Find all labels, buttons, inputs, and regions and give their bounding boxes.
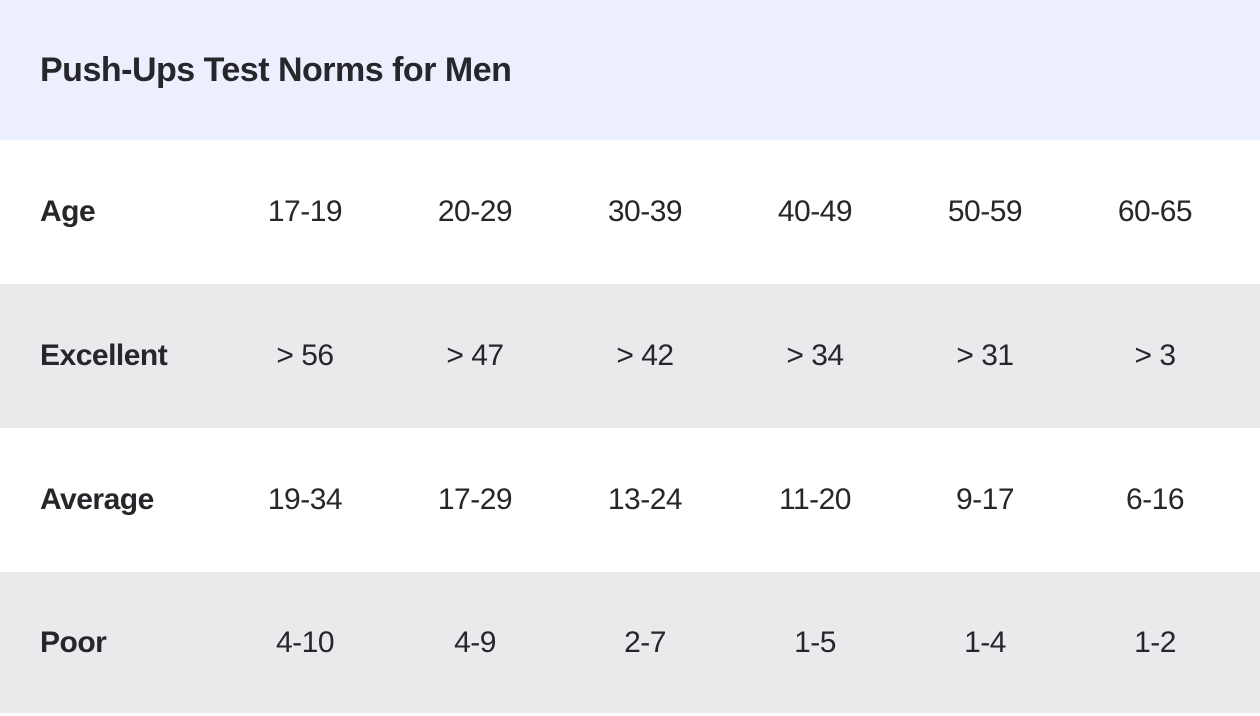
- value-cell: > 42: [616, 339, 674, 372]
- value-cell: > 47: [446, 339, 504, 372]
- value-cell: 2-7: [624, 625, 666, 659]
- row-label-poor: Poor: [40, 625, 107, 659]
- age-group-cell: 60-65: [1117, 195, 1193, 228]
- age-group-cell: 40-49: [777, 195, 853, 228]
- row-label-excellent: Excellent: [40, 339, 168, 372]
- value-cell: > 3: [1134, 339, 1176, 372]
- value-cell: 4-10: [275, 625, 335, 659]
- age-group-cell: 17-19: [267, 195, 343, 228]
- age-group-cell: 30-39: [607, 195, 683, 228]
- value-cell: > 56: [276, 339, 334, 372]
- age-group-cell: 50-59: [947, 195, 1023, 228]
- page-title: Push-Ups Test Norms for Men: [40, 50, 512, 89]
- table-row-average: Average 19-34 17-29 13-24 11-20 9-17 6-1…: [0, 428, 1260, 572]
- value-cell: > 34: [786, 339, 844, 372]
- value-cell: 17-29: [437, 483, 513, 516]
- age-group-cell: 20-29: [437, 195, 513, 228]
- value-cell: > 31: [956, 339, 1014, 372]
- table-title-band: Push-Ups Test Norms for Men: [0, 0, 1260, 140]
- value-cell: 13-24: [607, 483, 683, 516]
- value-cell: 4-9: [454, 625, 496, 659]
- table-row-poor: Poor 4-10 4-9 2-7 1-5 1-4 1-2: [0, 572, 1260, 716]
- table-row-age: Age 17-19 20-29 30-39 40-49 50-59 60-65: [0, 140, 1260, 284]
- value-cell: 1-4: [964, 625, 1006, 659]
- value-cell: 11-20: [778, 483, 852, 516]
- value-cell: 9-17: [955, 483, 1015, 516]
- value-cell: 1-2: [1134, 625, 1176, 659]
- value-cell: 1-5: [794, 625, 836, 659]
- table-row-excellent: Excellent > 56 > 47 > 42 > 34 > 31 > 3: [0, 284, 1260, 428]
- row-label-age: Age: [40, 195, 96, 228]
- row-label-average: Average: [40, 483, 154, 516]
- value-cell: 19-34: [267, 483, 343, 516]
- value-cell: 6-16: [1125, 483, 1185, 516]
